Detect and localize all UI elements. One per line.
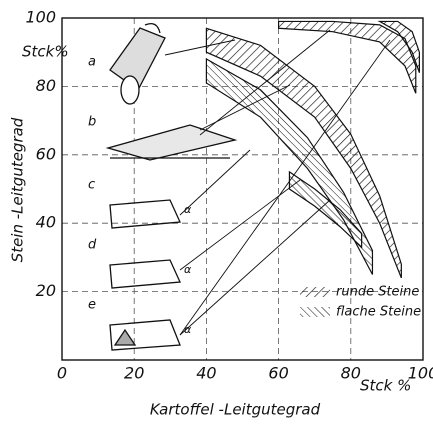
legend-swatch [300,307,330,317]
x-tick-label: 0 [57,364,67,383]
legend-label: flache Steine [336,305,421,320]
angle-label: α [184,263,192,276]
angle-label: α [184,323,192,336]
band [278,20,417,94]
x-tick-label: 80 [341,364,361,383]
y-axis-label: Stein -Leitgutegrad [9,117,27,262]
x-tick-label: 40 [196,364,216,383]
x-axis-label: Kartoffel -Leitgutegrad [150,401,321,419]
band [205,27,402,279]
x-tick-label: 20 [124,364,144,383]
band [288,170,363,249]
device-sketches [105,22,238,351]
legend-swatch [300,287,330,297]
legend-label: runde Steine [336,285,419,300]
band [205,58,374,275]
y-tick-label: 100 [25,8,56,27]
y-tick-label: 80 [36,76,56,95]
device-label: b [88,115,96,130]
y-tick-label: 60 [36,144,56,163]
x-unit: Stck % [360,377,411,395]
device-label: e [88,298,96,313]
device-label: a [88,55,96,70]
leader-lines [164,29,391,336]
angle-label: α [184,203,192,216]
device-label: c [88,178,95,193]
x-tick-label: 60 [268,364,288,383]
plot-frame [61,17,424,361]
y-tick-label: 40 [36,213,56,232]
y-unit: Stck% [22,43,69,61]
device-label: d [88,238,97,253]
y-tick-label: 20 [36,281,56,300]
band [377,20,420,73]
x-tick-label: 100 [408,364,433,383]
